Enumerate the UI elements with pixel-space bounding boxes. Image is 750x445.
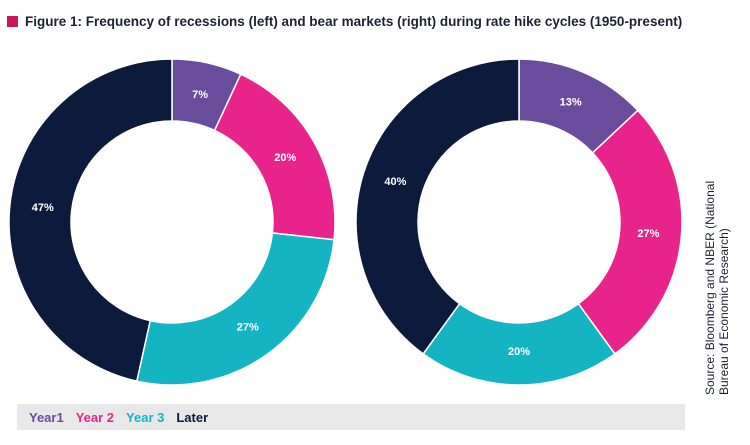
legend-item-year2: Year 2 [75, 409, 115, 425]
legend: Year1 Year 2 Year 3 Later [17, 404, 685, 430]
chart1-label-year3: 27% [237, 322, 259, 334]
chart1-label-year1: 7% [192, 89, 208, 101]
chart2-slice-year3 [422, 302, 616, 386]
chart2-label-year2: 27% [637, 228, 659, 240]
source-note: Source: Bloomberg and NBER (National Bur… [703, 180, 731, 395]
chart1-slice-later [8, 58, 173, 383]
chart1-label-later: 47% [32, 202, 54, 214]
chart2-slice-later [355, 58, 520, 355]
chart1-slice-year3 [135, 232, 335, 386]
chart2-label-year1: 13% [560, 97, 582, 109]
chart2-label-later: 40% [384, 176, 406, 188]
legend-item-year1: Year1 [29, 409, 64, 425]
title-marker-square [7, 16, 18, 27]
chart2-slice-year2 [577, 109, 683, 355]
chart1-label-year2: 20% [274, 152, 296, 164]
chart2-label-year3: 20% [508, 346, 530, 358]
figure-title-row: Figure 1: Frequency of recessions (left)… [7, 14, 682, 29]
figure-title: Figure 1: Frequency of recessions (left)… [25, 14, 683, 29]
legend-item-later: Later [176, 409, 209, 425]
donut-charts: 7% 20% 27% 47% 13% 27% 20% 40% [8, 58, 683, 386]
legend-item-year3: Year 3 [126, 409, 165, 425]
